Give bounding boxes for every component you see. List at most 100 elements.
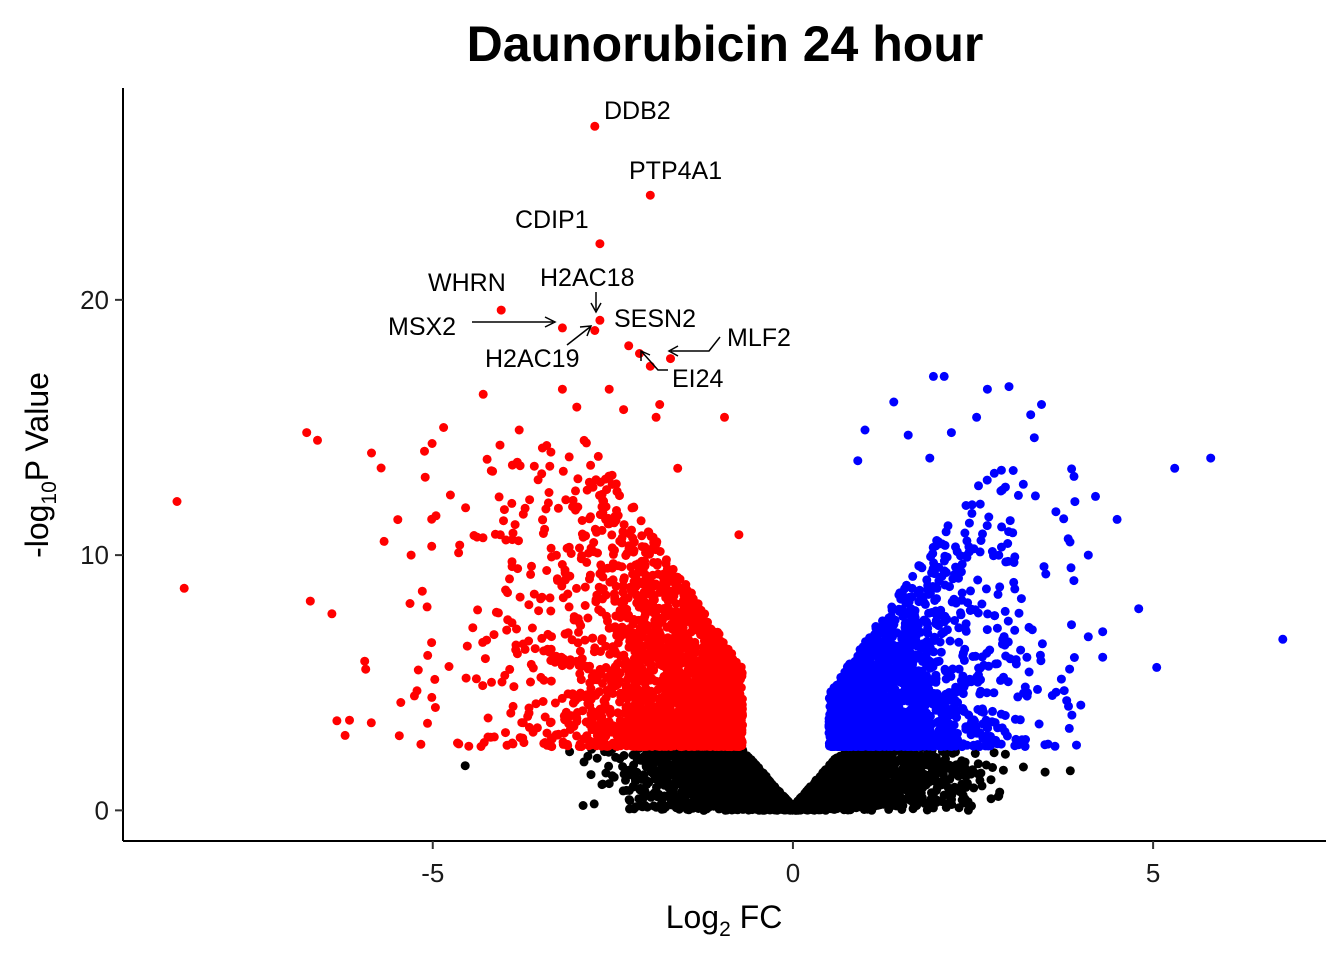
ns-point xyxy=(886,779,896,789)
ns-point xyxy=(970,749,980,758)
down-point xyxy=(454,548,464,558)
ns-point xyxy=(969,783,979,793)
ns-point xyxy=(720,787,730,797)
ns-point xyxy=(875,774,885,784)
down-point xyxy=(427,638,437,648)
down-point xyxy=(543,629,553,639)
ns-point xyxy=(931,785,941,795)
down-point xyxy=(510,520,520,530)
down-point xyxy=(536,672,546,682)
down-point xyxy=(649,558,658,567)
down-point xyxy=(503,615,513,625)
down-point xyxy=(546,447,556,457)
down-point xyxy=(574,627,583,637)
down-point xyxy=(573,474,583,484)
down-point xyxy=(530,644,540,654)
ns-point xyxy=(826,786,836,796)
ns-point xyxy=(764,796,774,806)
ns-point xyxy=(578,801,588,810)
down-point xyxy=(617,562,627,572)
down-point xyxy=(427,541,437,551)
down-point xyxy=(444,662,454,671)
down-point xyxy=(619,520,629,530)
ns-point xyxy=(887,792,896,802)
ns-point xyxy=(687,782,697,792)
down-point xyxy=(576,675,586,685)
down-point xyxy=(427,692,437,702)
ns-point xyxy=(645,754,655,764)
down-point xyxy=(564,452,574,462)
down-point xyxy=(423,650,433,660)
ns-point xyxy=(986,775,996,785)
ns-point xyxy=(839,793,849,803)
down-point xyxy=(499,516,508,526)
down-point xyxy=(473,605,483,615)
ns-point xyxy=(960,766,970,776)
down-point xyxy=(462,641,472,651)
down-point xyxy=(345,715,354,725)
ns-point xyxy=(894,783,904,793)
down-point xyxy=(487,677,496,687)
ns-point xyxy=(908,781,918,791)
down-point xyxy=(507,498,517,508)
down-point xyxy=(493,608,503,618)
down-point xyxy=(361,664,371,674)
down-point xyxy=(667,589,677,598)
down-point xyxy=(499,505,509,515)
ns-point xyxy=(622,770,632,780)
down-point xyxy=(615,536,625,546)
ns-point xyxy=(660,757,670,767)
down-point xyxy=(480,654,490,664)
down-point xyxy=(593,451,603,461)
ns-point xyxy=(724,803,734,813)
ns-point xyxy=(941,754,950,764)
ns-point xyxy=(619,751,629,760)
chart-title: Daunorubicin 24 hour xyxy=(467,16,984,72)
ns-point xyxy=(644,777,654,787)
down-point xyxy=(394,731,404,741)
ns-point xyxy=(741,767,751,777)
down-point xyxy=(478,681,488,691)
ns-point xyxy=(922,760,931,770)
down-point xyxy=(553,503,563,513)
down-point xyxy=(464,741,474,751)
ns-point xyxy=(670,780,680,790)
ns-point xyxy=(604,761,614,771)
ns-point xyxy=(631,802,641,812)
ns-point xyxy=(973,759,983,769)
ns-point xyxy=(941,802,951,812)
ns-point xyxy=(926,794,936,804)
down-point xyxy=(332,716,342,726)
ns-point xyxy=(742,753,752,763)
down-point xyxy=(488,466,498,476)
ns-point xyxy=(896,768,906,778)
down-point xyxy=(423,718,432,728)
down-point xyxy=(489,630,499,640)
ns-point xyxy=(629,782,638,792)
down-point xyxy=(468,623,478,633)
down-point xyxy=(479,738,489,747)
down-point xyxy=(529,461,539,471)
ns-point xyxy=(917,768,927,778)
ns-point xyxy=(749,777,759,787)
down-point xyxy=(545,718,555,728)
ns-point xyxy=(592,753,602,763)
down-point xyxy=(527,623,537,633)
ns-point xyxy=(711,784,721,794)
ns-point xyxy=(818,785,828,795)
down-point xyxy=(611,741,621,751)
ns-point xyxy=(973,769,983,779)
ns-point xyxy=(961,782,971,792)
down-point xyxy=(454,739,464,749)
ns-point xyxy=(723,768,733,778)
down-point xyxy=(629,641,638,650)
ns-point xyxy=(951,760,961,770)
down-point xyxy=(546,606,556,616)
ns-point xyxy=(785,802,795,812)
down-point xyxy=(526,677,535,687)
down-point xyxy=(585,570,595,580)
ns-point xyxy=(840,802,850,812)
down-point xyxy=(483,713,493,723)
non-significant-points xyxy=(460,742,1075,815)
